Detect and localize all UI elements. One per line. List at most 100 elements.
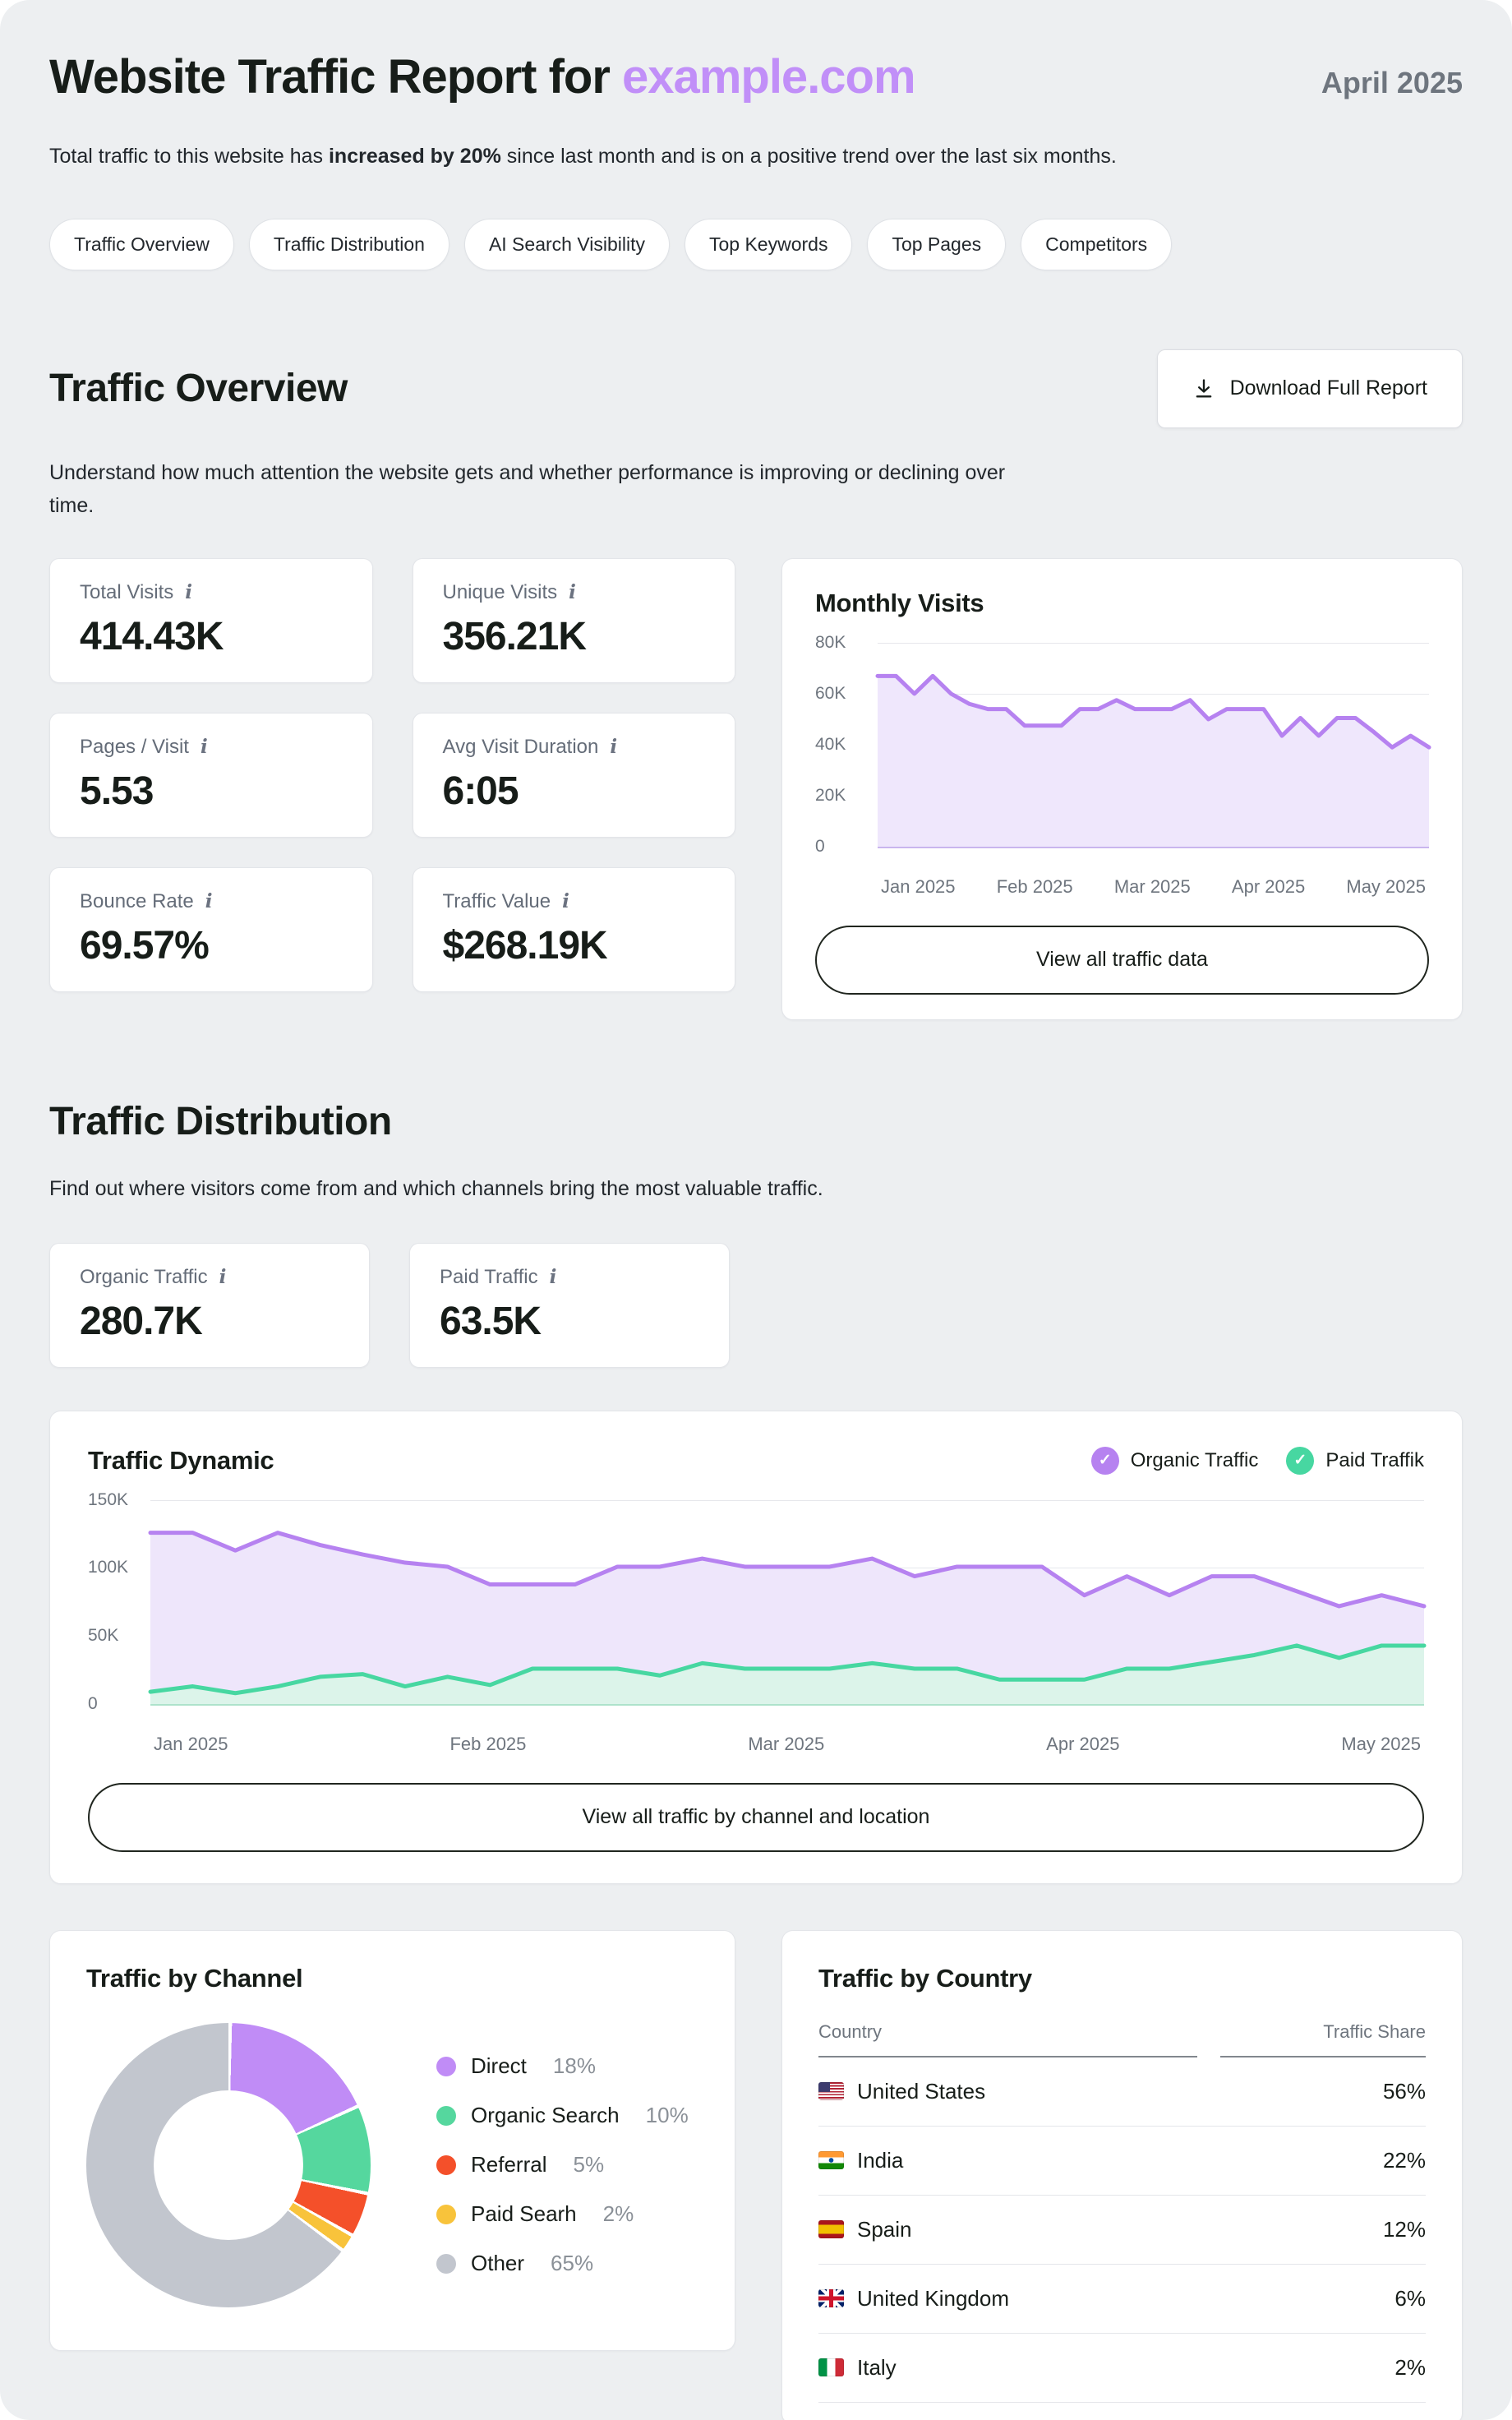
info-icon[interactable]: i: [219, 1265, 227, 1288]
download-full-report-button[interactable]: Download Full Report: [1156, 349, 1463, 428]
info-icon[interactable]: i: [569, 580, 576, 603]
intro-highlight: increased by 20%: [328, 145, 501, 168]
x-tick: Feb 2025: [449, 1733, 527, 1754]
check-circle-icon: [1090, 1446, 1119, 1475]
stat-label: Pages / Visit: [80, 735, 189, 758]
legend-item-referral: Referral 5%: [436, 2152, 689, 2178]
flag-india-icon: [818, 2151, 844, 2170]
distribution-description: Find out where visitors come from and wh…: [49, 1176, 823, 1200]
overview-heading: Traffic Overview: [49, 367, 348, 411]
traffic-dynamic-x-axis: Jan 2025 Feb 2025 Mar 2025 Apr 2025 May …: [150, 1734, 1424, 1755]
stat-value: 414.43K: [80, 614, 224, 658]
stat-card-traffic-value: Traffic Value i $268.19K: [412, 866, 735, 992]
x-tick: Feb 2025: [996, 875, 1073, 897]
traffic-dynamic-chart: 150K 100K 50K 0 Jan 2025 Feb 2025 Mar 20…: [88, 1490, 1424, 1755]
report-period: April 2025: [1321, 66, 1463, 99]
flag-united-kingdom-icon: [818, 2289, 844, 2308]
info-icon[interactable]: i: [549, 1265, 557, 1288]
table-row[interactable]: Italy 2%: [818, 2334, 1426, 2403]
distribution-heading: Traffic Distribution: [49, 1099, 392, 1143]
legend-item-paid-search: Paid Searh 2%: [436, 2201, 689, 2227]
nav-pill-traffic-overview[interactable]: Traffic Overview: [49, 218, 234, 270]
legend-label: Organic Traffic: [1130, 1448, 1259, 1471]
column-header-country: Country: [818, 2021, 1197, 2057]
stat-value: 356.21K: [442, 614, 587, 658]
traffic-share-value: 56%: [1382, 2078, 1426, 2104]
legend-swatch: [436, 2204, 456, 2224]
legend-percent: 5%: [573, 2152, 605, 2178]
y-tick: 0: [88, 1693, 98, 1713]
traffic-share-value: 2%: [1394, 2354, 1426, 2380]
nav-pill-traffic-distribution[interactable]: Traffic Distribution: [248, 218, 449, 270]
view-all-traffic-by-channel-button[interactable]: View all traffic by channel and location: [88, 1782, 1424, 1852]
info-icon[interactable]: i: [205, 889, 213, 912]
traffic-by-channel-title: Traffic by Channel: [86, 1963, 303, 1993]
donut-hole: [154, 2090, 303, 2240]
y-tick: 80K: [815, 632, 846, 652]
x-tick: Apr 2025: [1046, 1733, 1120, 1754]
legend-percent: 18%: [552, 2053, 596, 2079]
table-row[interactable]: United Kingdom 6%: [818, 2265, 1426, 2334]
legend-swatch: [436, 2253, 456, 2274]
stat-card-avg-visit-duration: Avg Visit Duration i 6:05: [412, 712, 735, 838]
country-name: United Kingdom: [857, 2285, 1009, 2311]
legend-swatch: [436, 2154, 456, 2175]
stat-value: 280.7K: [80, 1299, 203, 1343]
legend-item-direct: Direct 18%: [436, 2053, 689, 2079]
report-domain: example.com: [622, 50, 916, 104]
y-tick: 150K: [88, 1489, 129, 1509]
traffic-dynamic-title: Traffic Dynamic: [88, 1445, 274, 1475]
section-nav: Traffic Overview Traffic Distribution AI…: [49, 218, 1463, 270]
traffic-by-channel-card: Traffic by Channel Direct 18% Organic Se…: [49, 1929, 735, 2351]
legend-label: Other: [471, 2251, 525, 2276]
table-row[interactable]: India 22%: [818, 2127, 1426, 2196]
distribution-stats: Organic Traffic i 280.7K Paid Traffic i 63…: [49, 1242, 1463, 1368]
traffic-by-channel-legend: Direct 18% Organic Search 10% Referral 5…: [436, 2053, 689, 2276]
monthly-visits-title: Monthly Visits: [815, 588, 984, 617]
legend-swatch: [436, 2105, 456, 2126]
table-row[interactable]: Spain 12%: [818, 2196, 1426, 2265]
traffic-share-value: 6%: [1394, 2285, 1426, 2311]
info-icon[interactable]: i: [610, 735, 618, 758]
page-title-text: Website Traffic Report for: [49, 50, 623, 104]
page-header: Website Traffic Report for example.com A…: [49, 49, 1463, 104]
legend-percent: 2%: [602, 2201, 634, 2227]
stat-card-unique-visits: Unique Visits i 356.21K: [412, 557, 735, 683]
monthly-visits-chart: 80K 60K 40K 20K 0 Jan 2025 Feb 2025 Mar …: [815, 633, 1429, 898]
traffic-dynamic-legend: Organic Traffic Paid Traffik: [1090, 1446, 1424, 1475]
monthly-visits-area-chart: [878, 643, 1429, 847]
traffic-share-value: 22%: [1382, 2147, 1426, 2173]
nav-pill-ai-search-visibility[interactable]: AI Search Visibility: [463, 218, 670, 270]
flag-spain-icon: [818, 2220, 844, 2239]
stat-value: 63.5K: [440, 1299, 542, 1343]
flag-italy-icon: [818, 2358, 844, 2377]
stat-card-bounce-rate: Bounce Rate i 69.57%: [49, 866, 373, 992]
legend-item-organic[interactable]: Organic Traffic: [1090, 1446, 1259, 1475]
page-title: Website Traffic Report for example.com: [49, 49, 916, 104]
country-name: United States: [857, 2078, 986, 2104]
table-row[interactable]: United States 56%: [818, 2057, 1426, 2127]
stat-value: 5.53: [80, 769, 154, 813]
info-icon[interactable]: i: [562, 889, 569, 912]
stat-label: Paid Traffic: [440, 1265, 538, 1288]
download-label: Download Full Report: [1229, 376, 1427, 400]
traffic-by-channel-donut-chart: [86, 2022, 371, 2307]
x-tick: May 2025: [1346, 875, 1426, 897]
x-tick: Apr 2025: [1231, 875, 1306, 897]
stat-label: Organic Traffic: [80, 1265, 208, 1288]
check-circle-icon: [1286, 1446, 1315, 1475]
nav-pill-top-keywords[interactable]: Top Keywords: [684, 218, 853, 270]
x-tick: Jan 2025: [154, 1733, 228, 1754]
column-header-traffic-share: Traffic Share: [1220, 2021, 1426, 2057]
nav-pill-top-pages[interactable]: Top Pages: [867, 218, 1007, 270]
view-all-traffic-data-button[interactable]: View all traffic data: [815, 925, 1429, 995]
info-icon[interactable]: i: [185, 580, 193, 603]
legend-item-paid[interactable]: Paid Traffik: [1286, 1446, 1424, 1475]
stat-card-paid-traffic: Paid Traffic i 63.5K: [409, 1242, 730, 1368]
legend-label: Direct: [471, 2053, 527, 2079]
info-icon[interactable]: i: [200, 735, 208, 758]
stat-label: Traffic Value: [442, 889, 551, 912]
y-tick: 40K: [815, 734, 846, 754]
nav-pill-competitors[interactable]: Competitors: [1021, 218, 1173, 270]
